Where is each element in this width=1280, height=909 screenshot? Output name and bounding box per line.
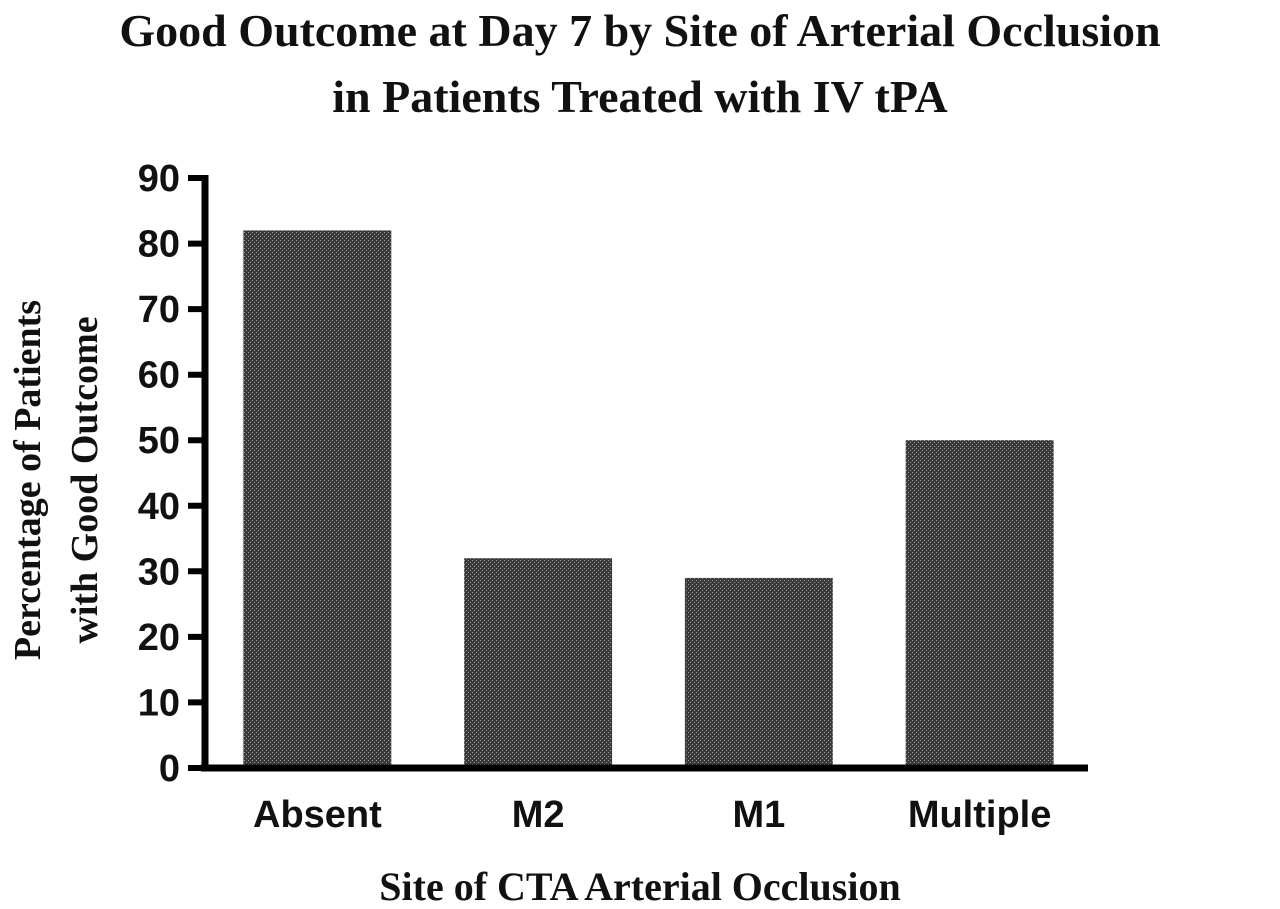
y-axis-title-line-1: Percentage of Patients bbox=[7, 300, 49, 660]
x-tick-label-multiple: Multiple bbox=[908, 794, 1052, 836]
y-axis-ticks: 0 10 20 30 40 50 60 70 80 90 bbox=[138, 158, 205, 790]
x-tick-label-m2: M2 bbox=[512, 794, 565, 836]
x-axis-title: Site of CTA Arterial Occlusion bbox=[379, 864, 900, 909]
x-tick-label-absent: Absent bbox=[253, 794, 382, 836]
bar-m1 bbox=[684, 577, 833, 768]
y-tick-label-30: 30 bbox=[138, 551, 180, 593]
x-axis-tick-labels: Absent M2 M1 Multiple bbox=[253, 794, 1051, 836]
y-tick-label-60: 60 bbox=[138, 355, 180, 397]
x-tick-label-m1: M1 bbox=[733, 794, 786, 836]
y-axis-title-line-2: with Good Outcome bbox=[64, 316, 106, 643]
y-tick-label-70: 70 bbox=[138, 289, 180, 331]
y-axis-title: Percentage of Patients with Good Outcome bbox=[7, 300, 106, 660]
y-tick-label-40: 40 bbox=[138, 486, 180, 528]
y-tick-label-90: 90 bbox=[138, 158, 180, 200]
bars-group bbox=[243, 230, 1054, 768]
bar-m2 bbox=[464, 558, 613, 768]
y-tick-label-80: 80 bbox=[138, 224, 180, 266]
y-tick-label-50: 50 bbox=[138, 420, 180, 462]
bar-multiple bbox=[905, 440, 1054, 768]
chart-title-line-1: Good Outcome at Day 7 by Site of Arteria… bbox=[119, 5, 1160, 56]
chart-title-line-2: in Patients Treated with IV tPA bbox=[332, 71, 947, 122]
y-tick-label-10: 10 bbox=[138, 682, 180, 724]
bar-absent bbox=[243, 230, 392, 768]
y-tick-label-0: 0 bbox=[159, 748, 180, 790]
y-tick-label-20: 20 bbox=[138, 617, 180, 659]
